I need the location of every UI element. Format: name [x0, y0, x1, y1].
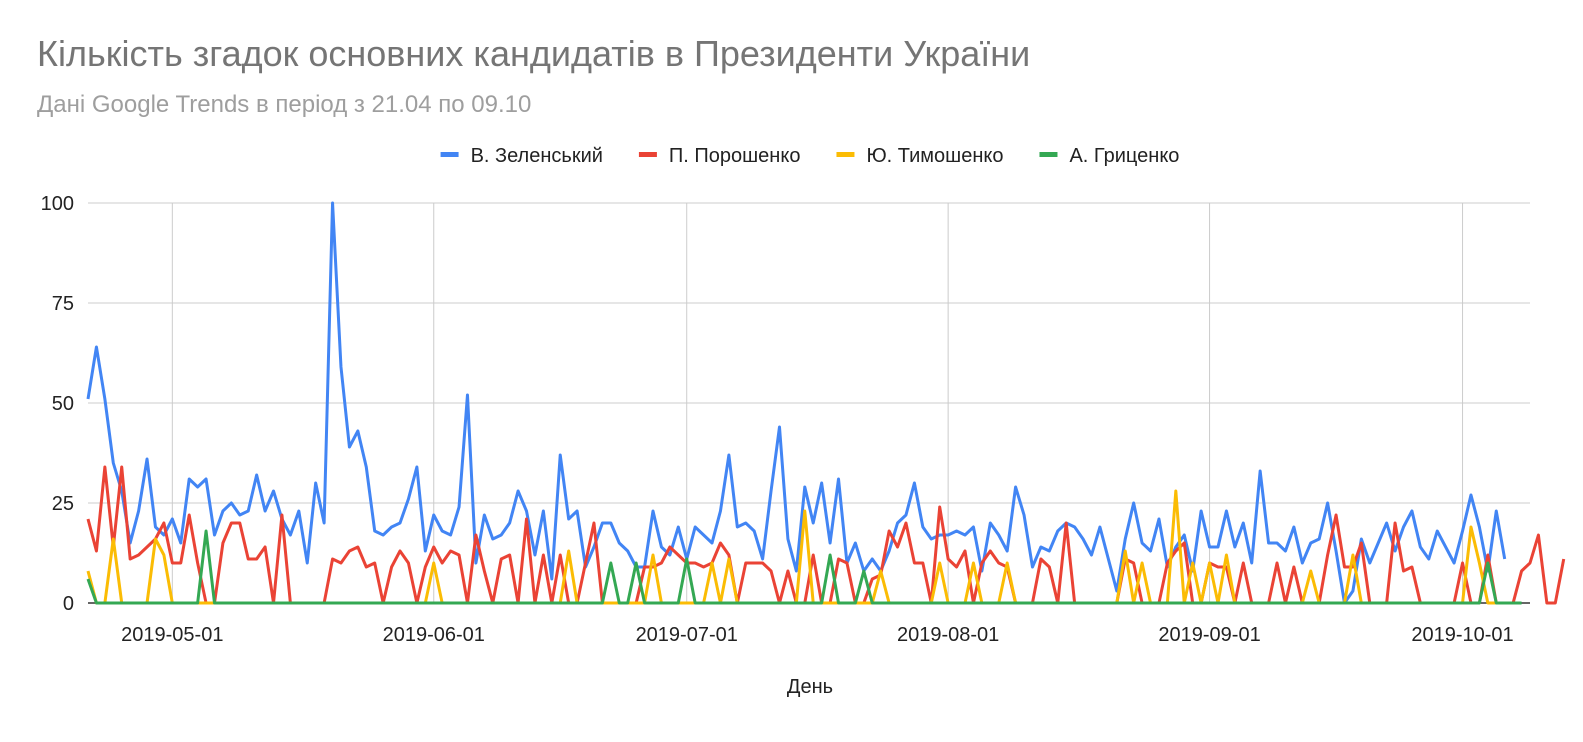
legend-swatch — [638, 152, 657, 157]
x-tick-label: 2019-10-01 — [1411, 624, 1513, 646]
x-tick-label: 2019-08-01 — [897, 624, 999, 646]
chart-subtitle: Дані Google Trends в період з 21.04 по 0… — [37, 91, 532, 118]
x-tick-label: 2019-07-01 — [636, 624, 738, 646]
y-tick-label: 50 — [52, 393, 74, 415]
x-tick-label: 2019-06-01 — [383, 624, 485, 646]
series-lines — [86, 201, 1566, 605]
x-axis-label: День — [787, 676, 833, 698]
y-tick-label: 75 — [52, 293, 74, 315]
y-tick-label: 25 — [52, 493, 74, 515]
legend-item-3[interactable]: Ю. Тимошенко — [836, 145, 1003, 167]
legend-item-2[interactable]: П. Порошенко — [638, 145, 801, 167]
series-line-4 — [86, 529, 1522, 605]
legend-label: В. Зеленський — [471, 145, 603, 167]
x-tick-label: 2019-09-01 — [1158, 624, 1260, 646]
y-tick-label: 0 — [63, 593, 74, 615]
legend-item-1[interactable]: В. Зеленський — [440, 145, 603, 167]
legend-item-4[interactable]: А. Гриценко — [1039, 145, 1179, 167]
legend[interactable]: В. Зеленський П. Порошенко Ю. Тимошенко А. … — [440, 145, 1180, 167]
legend-label: П. Порошенко — [669, 145, 801, 167]
legend-swatch — [1039, 152, 1058, 157]
chart-title: Кількість згадок основних кандидатів в П… — [37, 33, 1031, 74]
y-tick-label: 100 — [41, 193, 74, 215]
legend-swatch — [836, 152, 855, 157]
x-axis: 2019-05-01 2019-06-01 2019-07-01 2019-08-01… — [121, 624, 1514, 646]
legend-swatch — [440, 152, 459, 157]
legend-label: А. Гриценко — [1069, 145, 1179, 167]
x-tick-label: 2019-05-01 — [121, 624, 223, 646]
series-line-1 — [86, 201, 1507, 605]
y-axis: 0 25 50 75 100 — [41, 193, 74, 615]
legend-label: Ю. Тимошенко — [866, 145, 1003, 167]
